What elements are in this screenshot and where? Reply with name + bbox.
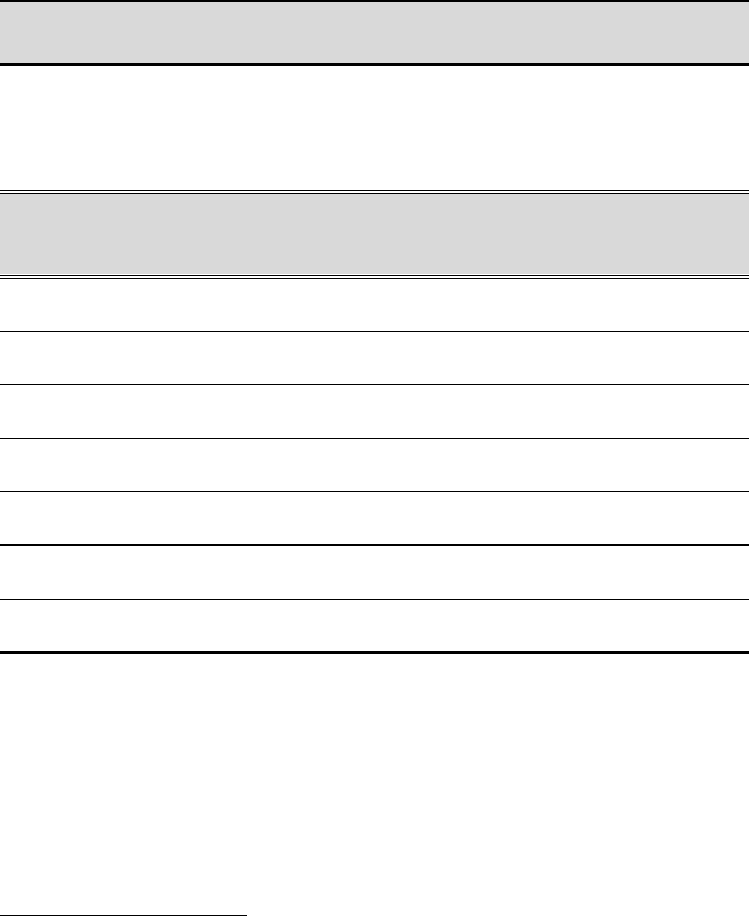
main-table-top-double-rule-1 [0,190,749,191]
main-table-header-double-rule-1 [0,275,749,276]
table-row-divider [0,384,749,385]
main-table-bottom-rule [0,651,749,654]
main-table-top-double-rule-2 [0,193,749,194]
table-row-divider [0,438,749,439]
top-table-header-shading [0,2,749,64]
table-row-divider [0,599,749,600]
main-table-header-double-rule-2 [0,278,749,279]
table-row-divider [0,544,749,546]
table-row-divider [0,491,749,492]
main-table-header-shading [0,194,749,274]
table-row-divider [0,331,749,332]
footnote-separator [0,915,247,916]
top-table-header-rule [0,63,749,66]
top-table-top-rule [0,0,749,2]
